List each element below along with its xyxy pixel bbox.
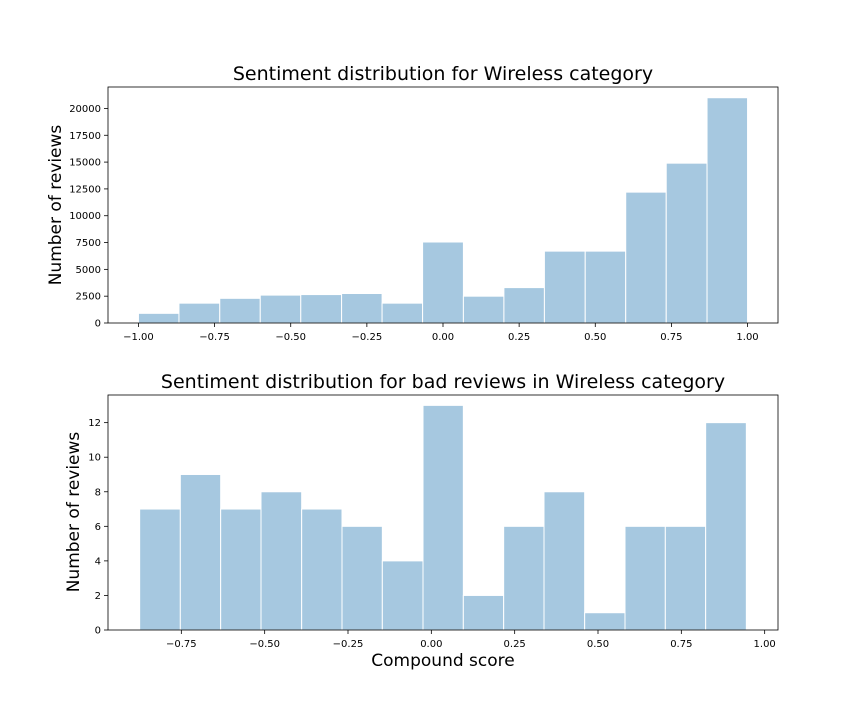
y-tick-label: 7500	[76, 238, 101, 249]
chart-wireless-sentiment: Sentiment distribution for Wireless cate…	[46, 63, 779, 343]
y-axis-ticks: 0 2500 5000 7500 10000 12500 15000 17500 20000	[69, 104, 108, 330]
histogram-bar	[179, 473, 222, 631]
x-tick-label: 0.25	[504, 639, 526, 650]
x-tick-label: 0.75	[670, 639, 692, 650]
y-tick-label: 4	[95, 556, 101, 567]
x-axis-ticks: −0.75 −0.50 −0.25 0.00 0.25 0.50 0.75 1.00	[166, 630, 776, 650]
y-tick-label: 0	[95, 626, 101, 637]
plot-frame	[107, 394, 779, 631]
histogram-bar	[584, 250, 627, 324]
histogram-bar	[219, 297, 261, 324]
x-tick-label: −0.75	[199, 332, 230, 343]
histogram-bar	[300, 294, 343, 324]
y-tick-label: 15000	[69, 158, 101, 169]
x-tick-label: 0.50	[587, 639, 609, 650]
chart-bad-reviews-sentiment: Sentiment distribution for bad reviews i…	[64, 371, 779, 671]
y-axis-label: Number of reviews	[64, 432, 84, 593]
x-tick-label: 0.25	[508, 332, 530, 343]
y-axis-ticks: 0 2 4 6 8 10 12	[88, 418, 108, 637]
x-tick-label: −0.75	[166, 639, 197, 650]
histogram-bar	[381, 302, 424, 324]
y-axis-label: Number of reviews	[46, 125, 66, 286]
x-tick-label: −1.00	[123, 332, 154, 343]
y-tick-label: 20000	[69, 104, 101, 115]
histogram-bar	[664, 525, 707, 631]
histogram-bar	[503, 287, 545, 324]
histogram-bar	[341, 293, 383, 324]
chart-title: Sentiment distribution for bad reviews i…	[161, 371, 725, 393]
bars	[137, 97, 749, 324]
histogram-bar	[665, 162, 708, 324]
y-tick-label: 5000	[76, 265, 101, 276]
histogram-bar	[706, 97, 749, 324]
x-tick-label: 0.00	[432, 332, 454, 343]
histogram-bar	[137, 312, 180, 324]
x-tick-label: 0.50	[584, 332, 606, 343]
histogram-bar	[462, 295, 505, 324]
chart-title: Sentiment distribution for Wireless cate…	[233, 63, 653, 85]
y-tick-label: 2500	[76, 292, 101, 303]
histogram-bar	[543, 250, 586, 324]
x-tick-label: −0.25	[352, 332, 383, 343]
histogram-bar	[301, 508, 343, 631]
x-tick-label: −0.50	[249, 639, 280, 650]
plot-frame	[107, 86, 779, 324]
histogram-bar	[543, 491, 586, 631]
histogram-bar	[341, 525, 383, 631]
x-tick-label: 1.00	[736, 332, 758, 343]
x-tick-label: 0.00	[420, 639, 442, 650]
y-tick-label: 6	[95, 522, 101, 533]
histogram-bar	[462, 594, 505, 631]
histogram-bar	[624, 525, 666, 631]
bars	[139, 404, 747, 631]
y-tick-label: 10	[88, 453, 101, 464]
x-axis-label: Compound score	[371, 651, 514, 671]
histogram-bar	[422, 241, 464, 324]
histogram-bar	[705, 422, 747, 631]
histogram-bar	[220, 508, 262, 631]
histogram-bar	[260, 491, 303, 631]
y-tick-label: 12	[88, 418, 101, 429]
y-tick-label: 10000	[69, 211, 101, 222]
x-tick-label: 0.75	[660, 332, 682, 343]
y-tick-label: 8	[95, 487, 101, 498]
x-axis-ticks: −1.00 −0.75 −0.50 −0.25 0.00 0.25 0.50 0.75 1.00	[123, 323, 759, 343]
histogram-bar	[259, 294, 302, 324]
histogram-bar	[178, 302, 221, 324]
histogram-bar	[584, 612, 626, 631]
histogram-bar	[139, 508, 181, 631]
histogram-bar	[422, 404, 464, 631]
x-tick-label: −0.25	[333, 639, 364, 650]
x-tick-label: −0.50	[275, 332, 306, 343]
x-tick-label: 1.00	[754, 639, 776, 650]
y-tick-label: 17500	[69, 131, 101, 142]
y-tick-label: 12500	[69, 184, 101, 195]
histogram-bar	[503, 525, 545, 631]
histogram-bar	[625, 191, 667, 324]
y-tick-label: 0	[95, 319, 101, 330]
histogram-bar	[381, 560, 424, 631]
y-tick-label: 2	[95, 591, 101, 602]
